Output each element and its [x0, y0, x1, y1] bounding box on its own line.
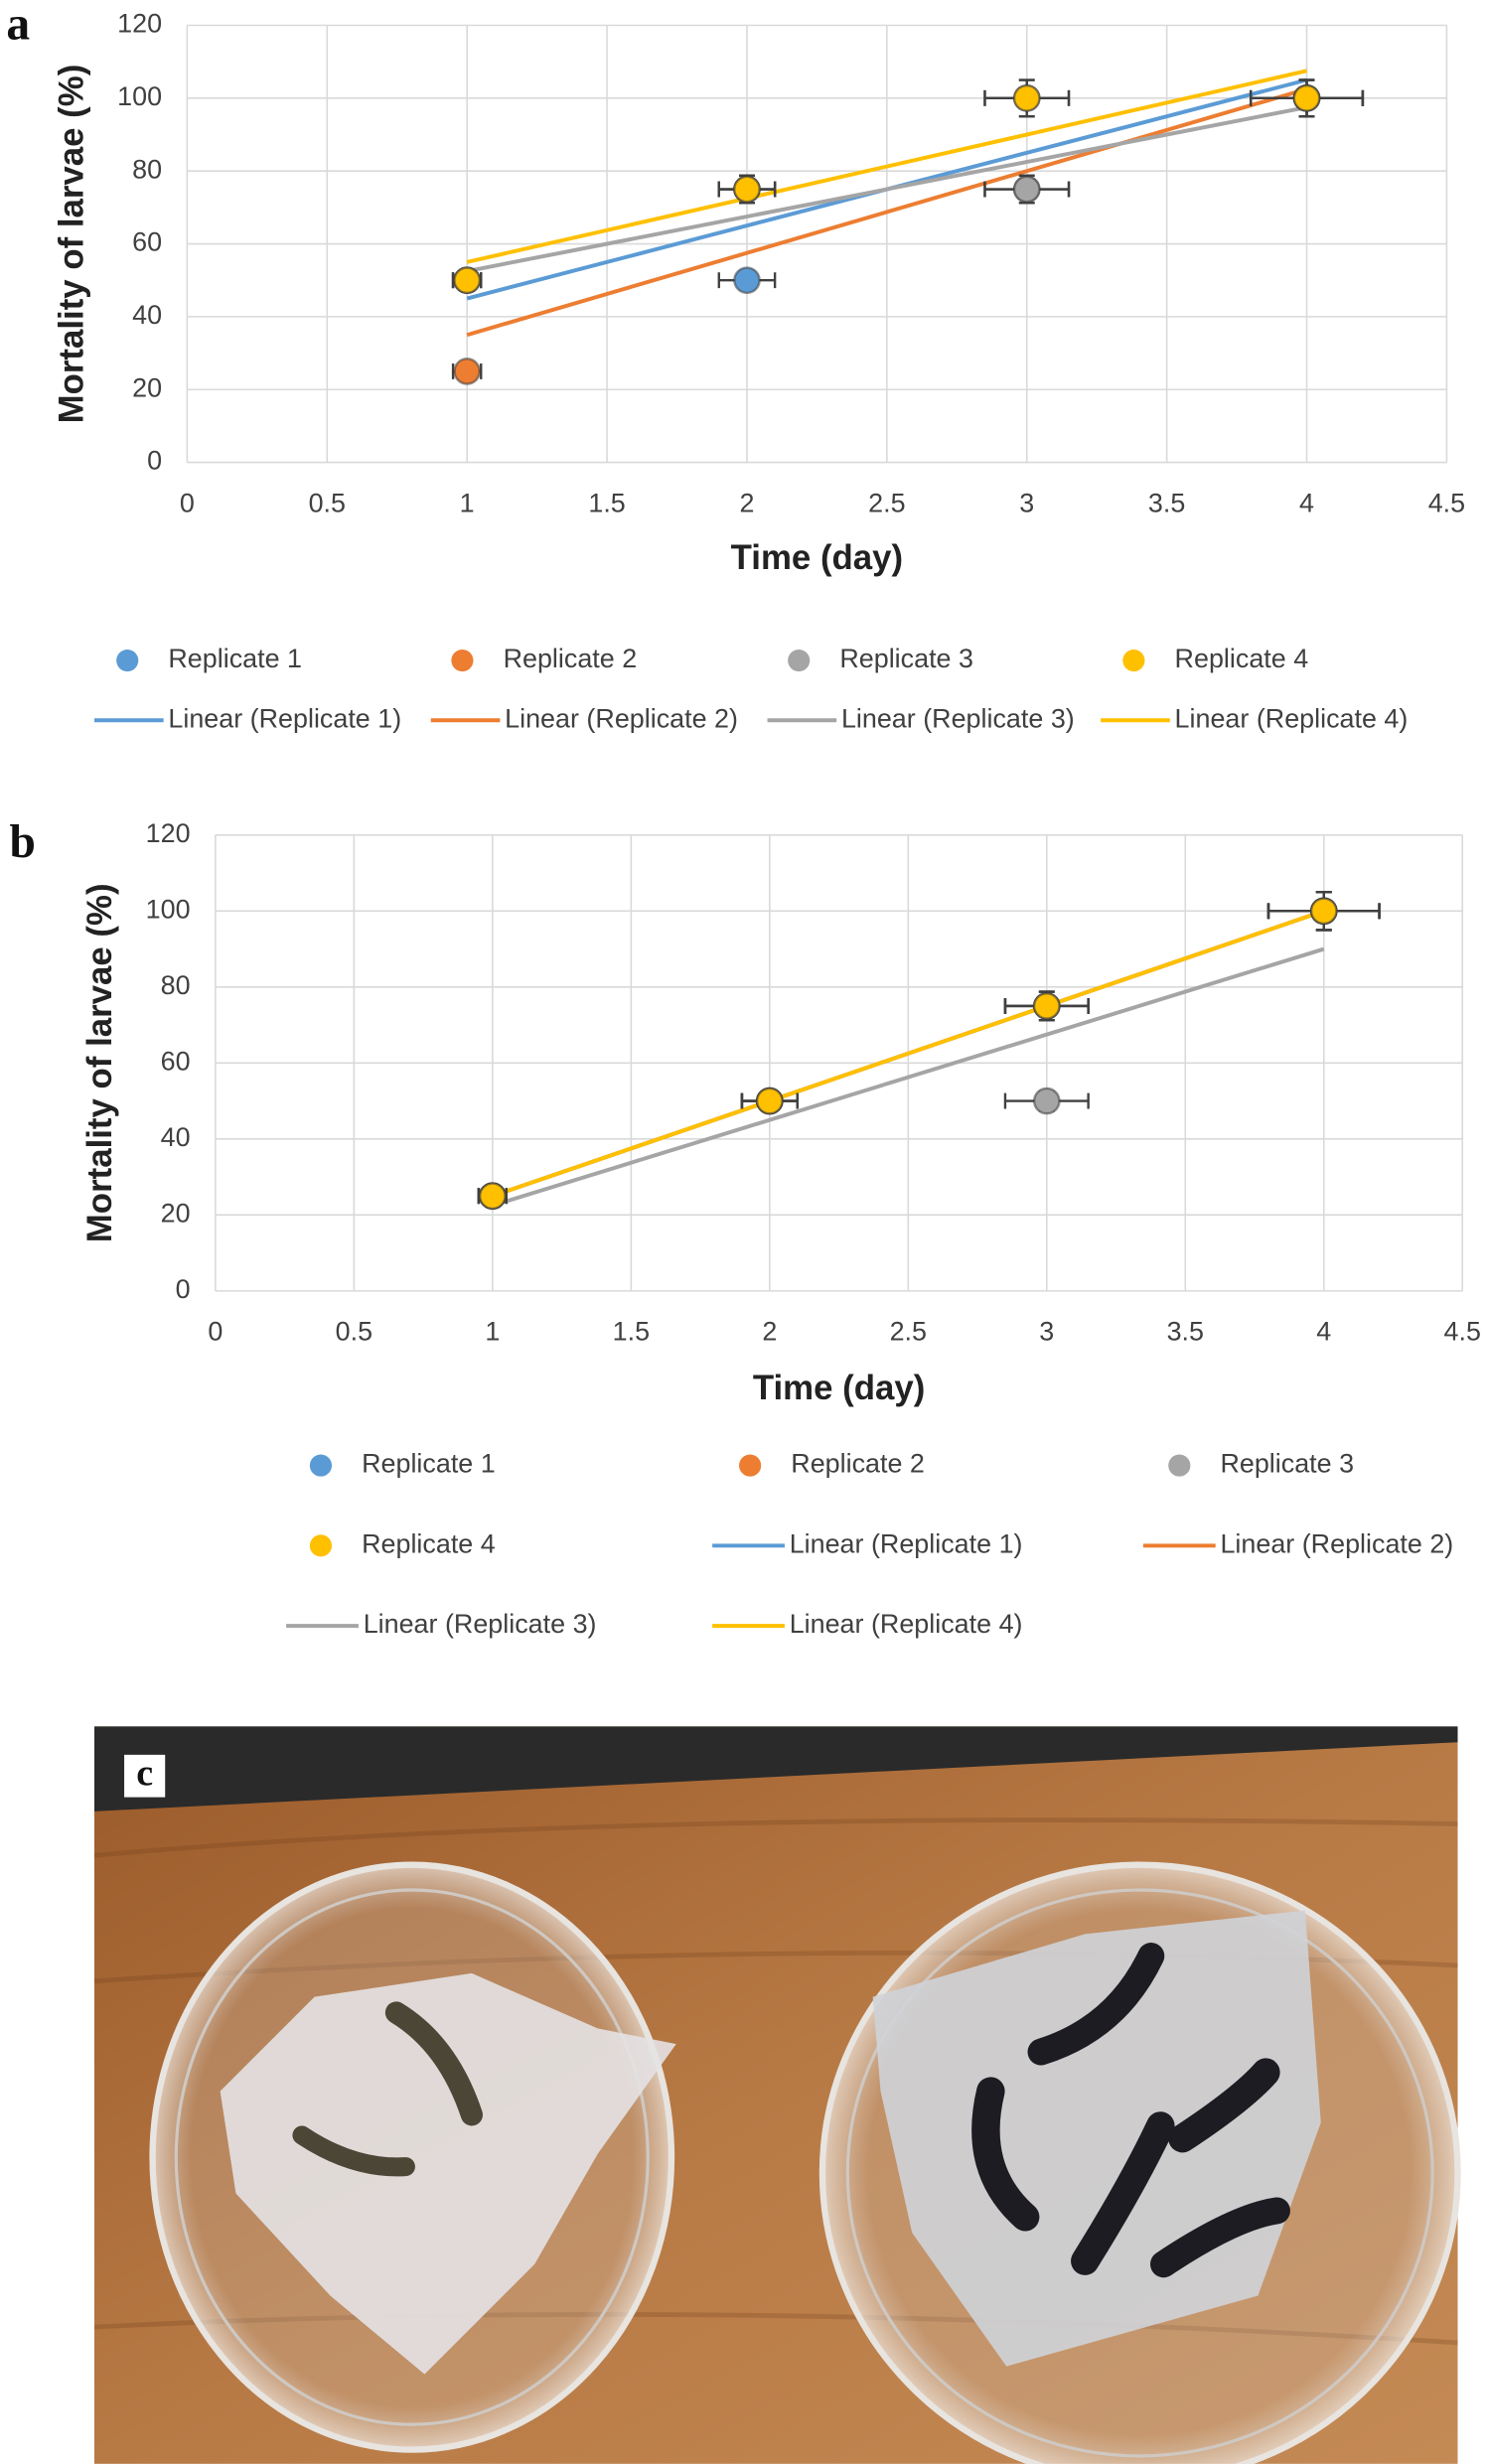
legend-marker: [116, 649, 139, 672]
photo-panel: c: [93, 1726, 1461, 2464]
x-tick-label: 1: [485, 1317, 500, 1347]
legend-label: Linear (Replicate 3): [364, 1609, 597, 1639]
panel-label: c: [136, 1753, 153, 1795]
trendline: [492, 946, 1325, 1208]
x-tick-label: 1.5: [613, 1317, 650, 1347]
legend-label: Replicate 1: [168, 644, 302, 673]
x-tick-label: 1.5: [588, 488, 625, 517]
x-tick-label: 0: [208, 1317, 223, 1347]
y-tick-label: 40: [132, 300, 162, 330]
data-point: [1292, 83, 1321, 112]
legend-marker: [1168, 1454, 1191, 1477]
trendline: [466, 105, 1307, 273]
legend-marker: [1122, 649, 1145, 672]
legend-marker: [451, 649, 474, 672]
y-axis-title: Mortality of larvae (%): [80, 883, 119, 1242]
larvae: [292, 1943, 1290, 2278]
x-tick-label: 2: [739, 488, 754, 517]
x-tick-label: 3.5: [1167, 1317, 1204, 1347]
y-tick-label: 80: [161, 970, 191, 1000]
data-point: [733, 266, 761, 295]
y-tick-label: 120: [117, 9, 162, 39]
trendline: [466, 69, 1307, 264]
legend-label: Linear (Replicate 1): [168, 703, 401, 733]
x-tick-label: 2: [762, 1317, 777, 1347]
trendline: [492, 909, 1325, 1199]
y-tick-label: 120: [146, 818, 191, 848]
y-tick-label: 80: [132, 154, 162, 184]
legend-marker: [309, 1454, 333, 1477]
data-point: [1012, 83, 1041, 112]
x-tick-label: 0: [180, 488, 195, 517]
data-point: [453, 358, 482, 385]
dark-edge: [93, 1726, 1458, 1812]
legend-label: Replicate 2: [791, 1449, 925, 1479]
data-point: [453, 266, 482, 295]
y-axis-title: Mortality of larvae (%): [53, 65, 91, 424]
y-tick-label: 0: [147, 446, 162, 476]
trendline: [466, 86, 1308, 338]
panel-label: a: [6, 0, 30, 51]
x-tick-label: 2.5: [868, 488, 905, 517]
x-tick-label: 0.5: [309, 488, 346, 517]
chart: 0 20 40 60 80 100 120 0 0.5 1 1.5 2 2.5 3 3.5 4 4.5 b Time…: [9, 816, 1480, 1639]
label-box: [124, 1754, 166, 1798]
x-axis-title: Time (day): [731, 538, 903, 577]
x-tick-label: 2.5: [890, 1317, 927, 1347]
y-tick-label: 100: [117, 81, 162, 111]
x-axis-title: Time (day): [753, 1369, 925, 1407]
x-tick-label: 0.5: [336, 1317, 372, 1347]
data-point: [479, 1182, 507, 1211]
legend-label: Replicate 4: [1175, 644, 1309, 673]
legend-label: Linear (Replicate 3): [841, 703, 1075, 733]
legend-label: Replicate 3: [839, 644, 973, 673]
y-tick-label: 40: [161, 1122, 191, 1152]
x-tick-label: 1: [460, 488, 475, 517]
legend-label: Linear (Replicate 2): [505, 703, 738, 733]
x-tick-label: 4.5: [1428, 488, 1465, 517]
legend-label: Replicate 3: [1220, 1449, 1354, 1479]
y-tick-label: 60: [161, 1046, 191, 1076]
x-tick-label: 4.5: [1444, 1317, 1481, 1347]
filter-paper: [872, 1910, 1321, 2367]
x-tick-label: 4: [1299, 488, 1314, 517]
y-tick-label: 60: [132, 227, 162, 257]
x-tick-label: 4: [1316, 1317, 1331, 1347]
data-point: [1309, 897, 1338, 926]
data-point: [1032, 992, 1061, 1020]
y-tick-label: 20: [132, 372, 162, 402]
x-tick-label: 3: [1019, 488, 1034, 517]
legend-marker: [788, 649, 811, 672]
legend-label: Linear (Replicate 4): [790, 1609, 1023, 1639]
y-tick-label: 20: [161, 1198, 191, 1228]
legend-marker: [739, 1454, 762, 1477]
legend-marker: [309, 1534, 333, 1557]
data-point: [1012, 175, 1041, 204]
petri-rim: [174, 1888, 650, 2426]
chart: 0 20 40 60 80 100 120 0 0.5 1 1.5 2 2.5 3 3.5 4 4.5 a Time…: [6, 0, 1465, 733]
panel-label: b: [9, 816, 35, 868]
data-point: [1032, 1087, 1061, 1115]
legend-label: Linear (Replicate 1): [790, 1528, 1023, 1558]
legend-label: Replicate 1: [362, 1449, 496, 1479]
filter-paper: [220, 1972, 676, 2375]
petri-rim: [845, 1888, 1434, 2458]
y-tick-label: 0: [176, 1274, 191, 1304]
data-point: [755, 1087, 784, 1115]
legend-label: Linear (Replicate 4): [1175, 703, 1409, 733]
legend-label: Replicate 2: [504, 644, 638, 673]
y-tick-label: 100: [146, 894, 191, 924]
x-tick-label: 3.5: [1148, 488, 1185, 517]
x-tick-label: 3: [1039, 1317, 1054, 1347]
data-point: [733, 175, 761, 204]
legend-label: Replicate 4: [362, 1528, 496, 1558]
legend-label: Linear (Replicate 2): [1220, 1528, 1453, 1558]
